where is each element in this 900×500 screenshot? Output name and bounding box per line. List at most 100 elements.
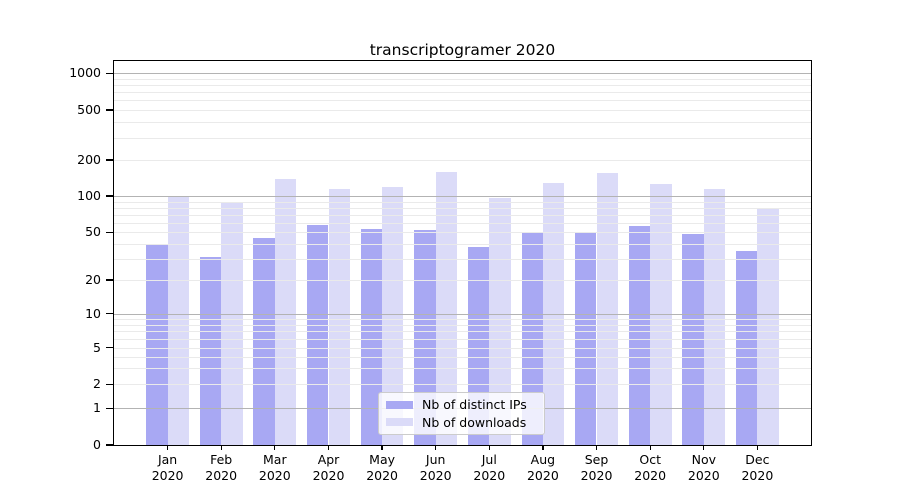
plot-area — [113, 60, 812, 446]
gridline-minor — [114, 232, 811, 234]
x-tick-label-month: Oct — [639, 452, 661, 467]
x-tick-label-month: Jul — [481, 452, 497, 467]
gridline-minor — [114, 207, 811, 209]
gridline-major — [114, 313, 811, 315]
x-tick — [381, 445, 383, 450]
y-tick-label-50: 50 — [85, 224, 101, 240]
bar-downloads-sep — [596, 173, 618, 445]
bar-downloads-mar — [274, 178, 297, 445]
gridline-minor — [114, 222, 811, 224]
y-tick — [106, 444, 113, 446]
x-tick-label-year: 2020 — [366, 467, 398, 483]
y-tick-label-1: 1 — [93, 400, 101, 416]
x-tick-label-sep: Sep 2020 — [569, 452, 625, 483]
x-tick-label-year: 2020 — [419, 467, 452, 483]
x-tick-label-year: 2020 — [634, 467, 667, 483]
x-tick-label-month: Dec — [745, 452, 770, 467]
y-tick — [106, 195, 113, 197]
bar-distinct-ips-oct — [628, 226, 651, 445]
x-tick — [220, 445, 222, 450]
x-tick-label-year: 2020 — [205, 467, 238, 483]
gridline-minor — [114, 331, 811, 333]
x-tick-label-month: Jun — [425, 452, 446, 467]
y-tick-label-0: 0 — [93, 437, 101, 452]
chart-title: transcriptogramer 2020 — [369, 41, 556, 59]
x-tick-label-jun: Jun 2020 — [408, 452, 464, 483]
y-tick — [106, 312, 113, 315]
gridline-minor — [114, 137, 811, 139]
legend-label-downloads: Nb of downloads — [422, 414, 527, 430]
x-tick-label-month: Aug — [530, 452, 556, 467]
bar-distinct-ips-sep — [575, 232, 597, 445]
bar-distinct-ips-may — [360, 229, 383, 445]
gridline-minor — [114, 384, 811, 386]
x-tick-label-month: Jan — [157, 452, 178, 467]
x-tick-label-year: 2020 — [473, 467, 506, 483]
x-tick — [595, 445, 598, 450]
x-tick-label-feb: Feb 2020 — [193, 452, 249, 483]
x-tick-label-jan: Jan 2020 — [140, 452, 196, 483]
gridline-major — [114, 196, 811, 197]
bar-distinct-ips-aug — [521, 232, 543, 445]
y-tick-label-5: 5 — [93, 339, 101, 355]
bar-distinct-ips-jun — [414, 230, 436, 445]
gridline-minor — [114, 85, 811, 87]
y-tick — [106, 383, 113, 385]
x-tick-label-month: Feb — [210, 452, 233, 467]
gridline-minor — [114, 110, 811, 111]
gridline-minor — [114, 356, 811, 358]
x-tick — [649, 445, 651, 450]
x-tick-label-year: 2020 — [312, 467, 345, 483]
y-tick — [106, 109, 113, 111]
gridline-minor — [114, 338, 811, 340]
y-tick — [106, 159, 113, 161]
y-tick-label-500: 500 — [77, 102, 101, 117]
y-tick — [106, 72, 113, 74]
x-tick-label-year: 2020 — [526, 467, 559, 483]
gridline-minor — [114, 100, 811, 102]
bar-distinct-ips-jan — [146, 243, 168, 445]
y-tick — [106, 279, 113, 281]
gridline-minor — [114, 201, 811, 203]
x-tick-label-nov: Nov 2020 — [676, 452, 732, 483]
y-tick-label-10: 10 — [85, 305, 101, 321]
x-tick-label-year: 2020 — [151, 467, 184, 483]
x-tick-label-may: May 2020 — [354, 452, 410, 483]
x-tick-label-month: Mar — [263, 452, 287, 467]
gridline-minor — [114, 78, 811, 80]
y-tick-label-1000: 1000 — [69, 65, 101, 81]
y-tick — [106, 407, 113, 409]
x-tick-label-month: Sep — [584, 452, 609, 467]
legend-swatch-distinct-ips — [386, 400, 413, 409]
legend-label-distinct-ips: Nb of distinct IPs — [422, 397, 527, 413]
gridline-minor — [114, 214, 811, 216]
y-tick-label-200: 200 — [77, 152, 101, 167]
y-tick — [106, 231, 113, 233]
x-tick — [756, 445, 759, 450]
bar-downloads-dec — [757, 209, 779, 445]
bar-distinct-ips-mar — [253, 237, 275, 445]
gridline-minor — [114, 347, 811, 349]
bar-downloads-nov — [703, 189, 726, 445]
gridline-minor — [114, 318, 811, 320]
x-tick-label-month: Apr — [317, 452, 340, 467]
x-tick-label-year: 2020 — [258, 467, 291, 483]
y-tick-label-20: 20 — [85, 272, 101, 287]
gridline-minor — [114, 92, 811, 94]
bar-downloads-apr — [328, 188, 350, 445]
legend-swatch-downloads — [386, 418, 413, 427]
gridline-minor — [114, 122, 811, 124]
x-tick — [542, 445, 544, 450]
gridline-minor — [114, 258, 811, 260]
x-tick — [166, 445, 169, 450]
x-tick-label-year: 2020 — [687, 467, 720, 483]
x-tick — [488, 445, 490, 450]
gridline-minor — [114, 324, 811, 326]
x-tick-label-aug: Aug 2020 — [515, 452, 571, 483]
bar-downloads-jan — [167, 196, 189, 445]
legend: Nb of distinct IPs Nb of downloads — [378, 392, 545, 435]
x-tick-label-year: 2020 — [741, 467, 774, 483]
x-tick-label-month: May — [369, 452, 396, 467]
x-tick-label-oct: Oct 2020 — [622, 452, 678, 483]
